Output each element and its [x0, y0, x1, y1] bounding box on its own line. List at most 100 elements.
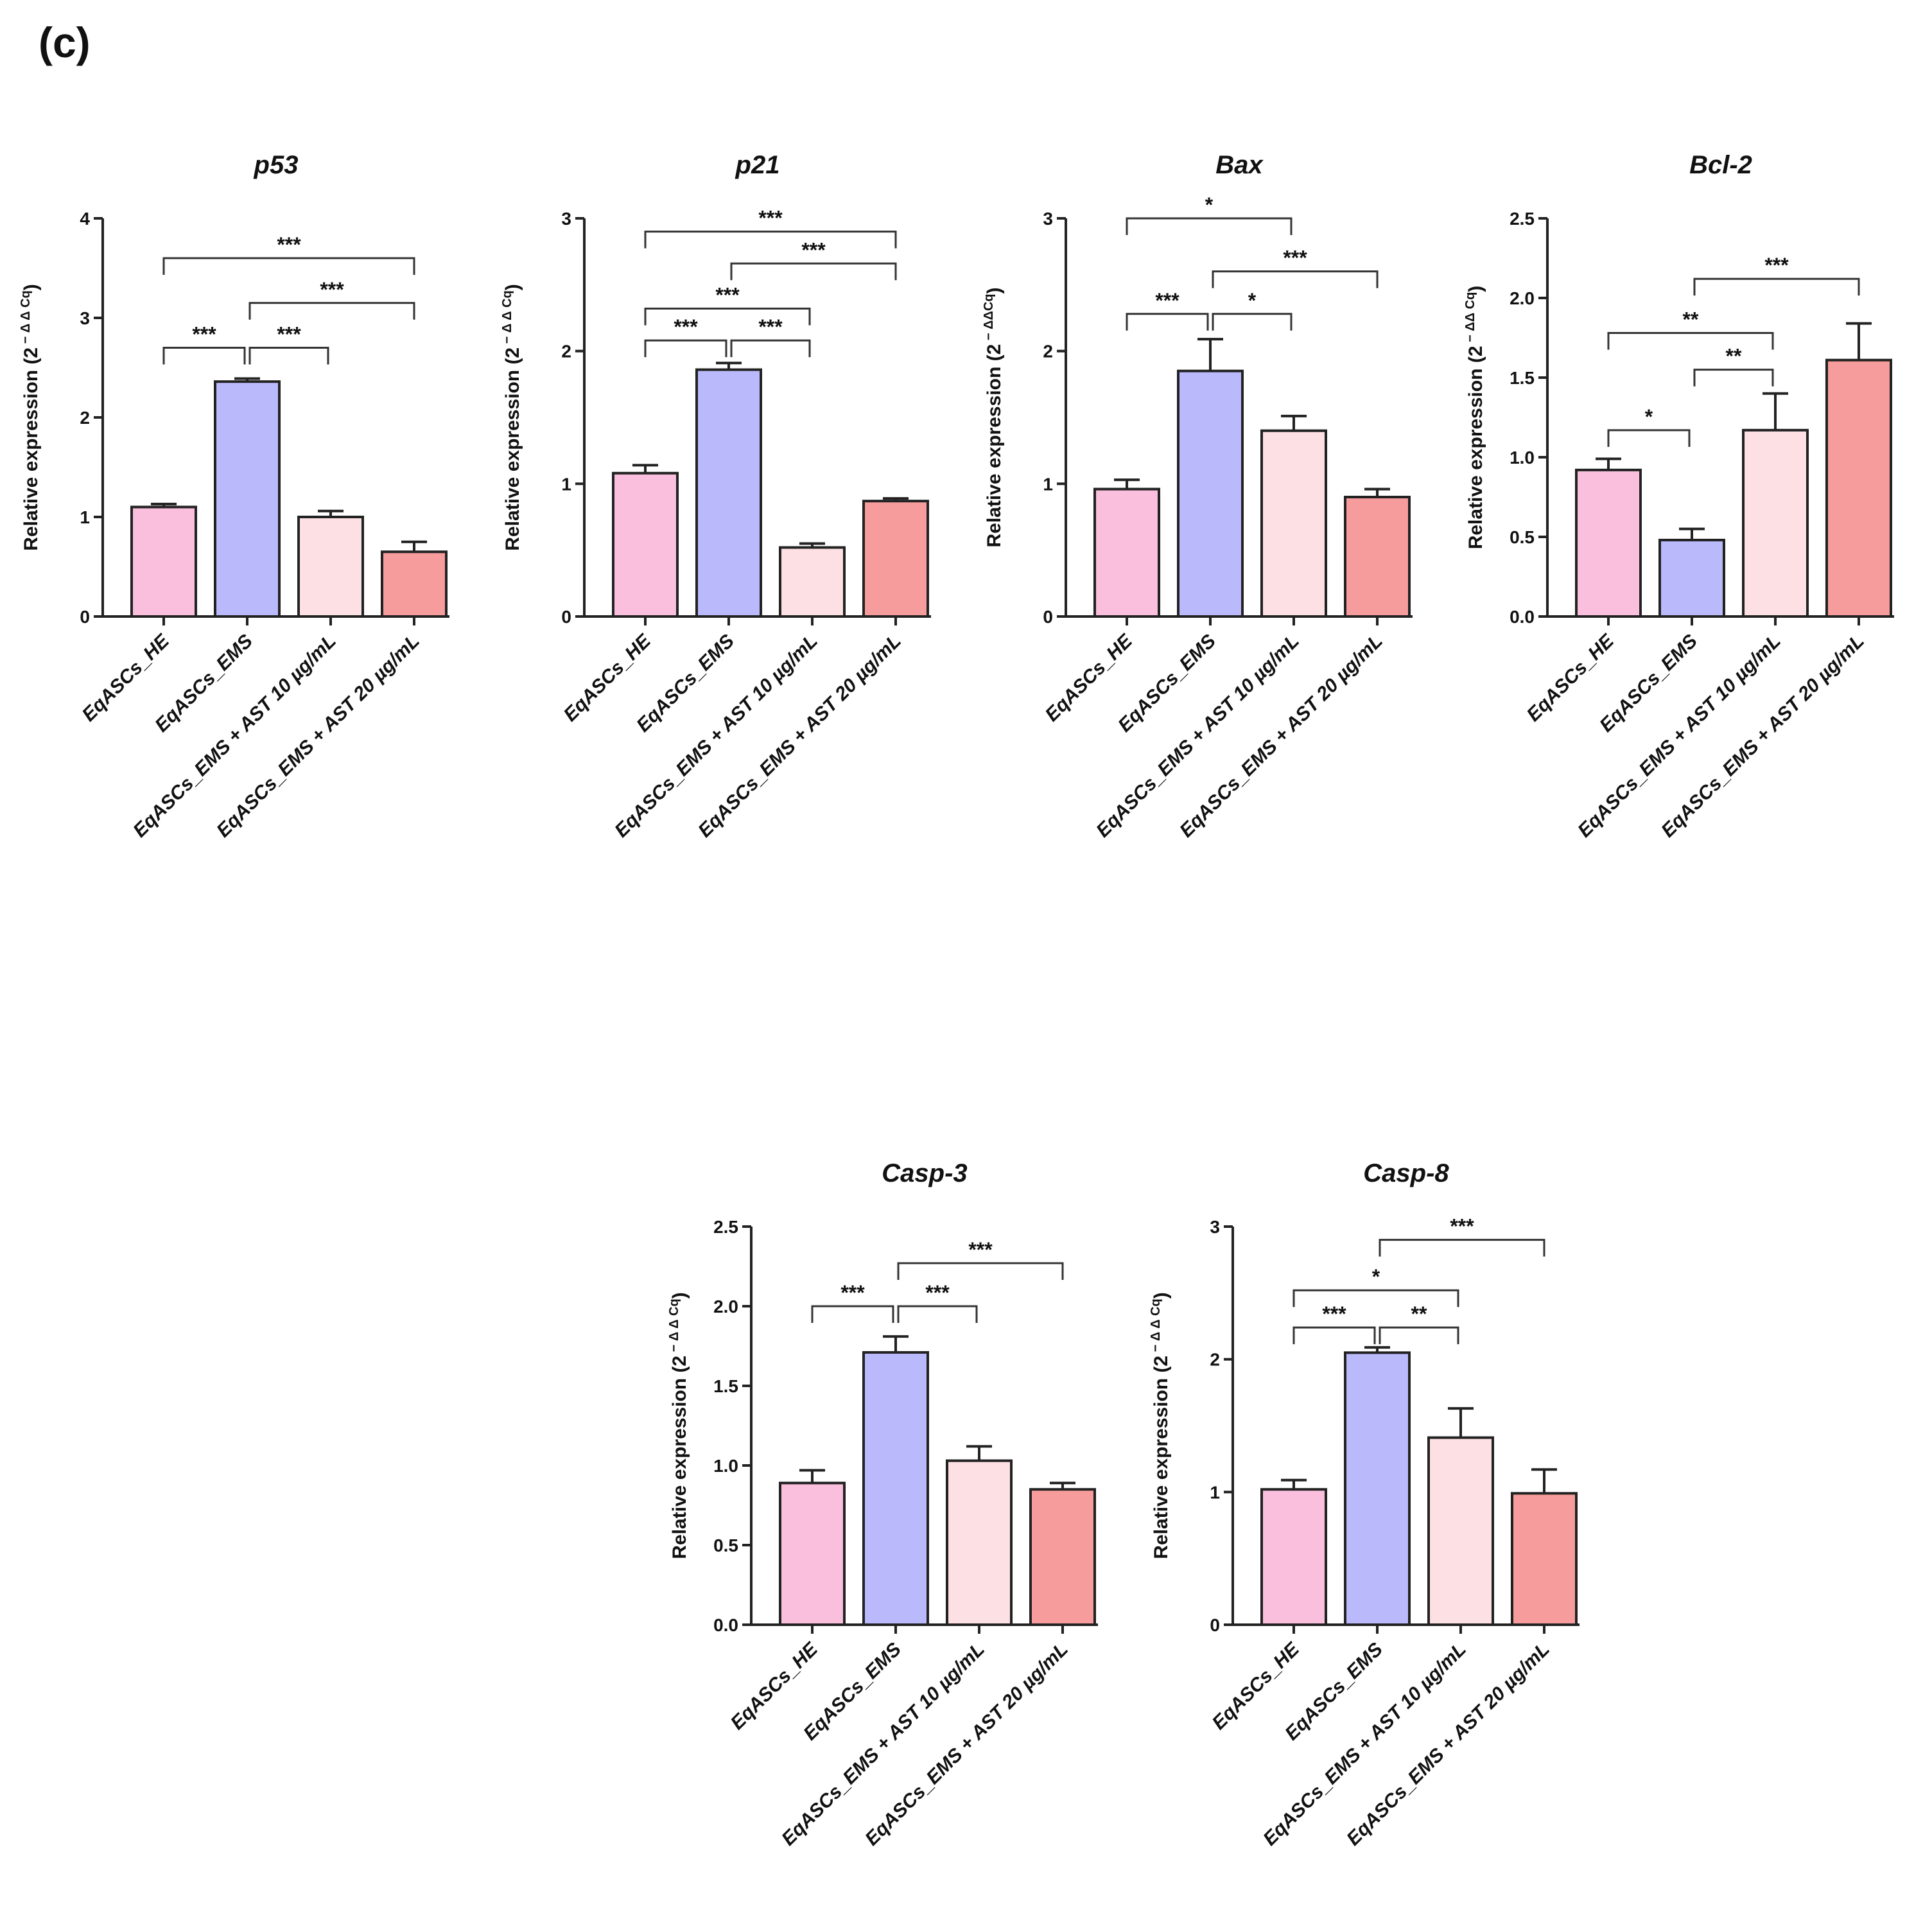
y-tick-label: 1.0 — [713, 1456, 738, 1476]
bar — [779, 546, 846, 618]
significance-label: *** — [1322, 1302, 1346, 1325]
y-tick-label: 0.0 — [1510, 607, 1535, 627]
significance-label: * — [1205, 193, 1214, 216]
significance-label: *** — [758, 207, 783, 230]
bar — [1344, 496, 1411, 618]
x-tick-label: EqASCs_HE — [727, 1638, 822, 1734]
significance-label: *** — [1450, 1215, 1474, 1238]
significance-label: *** — [715, 284, 740, 307]
significance-bracket — [1212, 270, 1379, 288]
chart-bcl-2: Bcl-2 Relative expression (2 − ΔΔ Cq) 0.0 0… — [1463, 151, 1894, 842]
significance-label: *** — [277, 323, 301, 346]
significance-bracket — [1379, 1239, 1545, 1257]
bar — [695, 368, 762, 618]
y-tick-label: 3 — [80, 308, 90, 328]
significance-bracket — [897, 1262, 1064, 1281]
y-tick-label: 0 — [561, 607, 571, 627]
bar — [1093, 487, 1160, 618]
significance-bracket — [730, 262, 897, 281]
chart-p21: p21 Relative expression (2 − Δ Δ Cq) 0 1 2 3 E… — [500, 151, 931, 842]
y-tick-label: 1.5 — [713, 1376, 738, 1396]
y-tick-label: 3 — [1210, 1217, 1220, 1237]
significance-bracket — [644, 339, 727, 358]
significance-bracket — [1292, 1289, 1459, 1307]
bar — [1825, 358, 1892, 618]
significance-label: * — [1645, 405, 1653, 428]
x-tick-label: EqASCs_HE — [1041, 630, 1137, 726]
bar — [1658, 538, 1725, 618]
significance-bracket — [1607, 429, 1691, 447]
y-axis-label: Relative expression (2 − Δ Δ Cq) — [19, 284, 42, 550]
bar — [1742, 428, 1809, 618]
significance-label: *** — [925, 1281, 950, 1304]
significance-bracket — [1693, 369, 1774, 387]
bar — [1575, 468, 1642, 618]
y-tick-label: 3 — [561, 209, 571, 229]
y-axis-label: Relative expression (2 − Δ Δ Cq) — [500, 284, 523, 550]
x-tick-label: EqASCs_HE — [1208, 1638, 1304, 1734]
significance-label: *** — [840, 1281, 865, 1304]
bar — [1260, 429, 1327, 618]
bar — [1511, 1492, 1578, 1627]
significance-label: *** — [277, 233, 301, 256]
chart-title: p53 — [254, 151, 299, 179]
significance-label: ** — [1683, 308, 1699, 331]
significance-bracket — [1607, 332, 1774, 350]
significance-label: *** — [320, 278, 344, 301]
y-tick-label: 1 — [561, 474, 571, 494]
significance-bracket — [1212, 313, 1292, 331]
significance-label: *** — [758, 315, 783, 338]
bar — [1427, 1436, 1494, 1626]
y-tick-label: 4 — [80, 209, 90, 229]
significance-bracket — [644, 231, 897, 249]
significance-label: ** — [1411, 1302, 1427, 1325]
significance-label: ** — [1726, 345, 1742, 368]
significance-label: *** — [968, 1238, 993, 1261]
y-axis-label: Relative expression (2 − ΔΔCq) — [982, 287, 1005, 547]
significance-bracket — [1292, 1326, 1376, 1345]
significance-label: *** — [1283, 247, 1307, 270]
chart-bax: Bax Relative expression (2 − ΔΔCq) 0 1 2 3 EqA… — [982, 151, 1413, 842]
bar — [381, 550, 448, 618]
bar — [130, 505, 197, 618]
bar — [946, 1459, 1013, 1626]
significance-label: * — [1248, 289, 1257, 312]
y-tick-label: 2.5 — [1510, 209, 1535, 229]
chart-title: Casp-3 — [882, 1159, 967, 1187]
y-axis-label: Relative expression (2 − Δ Δ Cq) — [1149, 1292, 1172, 1559]
y-tick-label: 2 — [1210, 1350, 1220, 1370]
significance-bracket — [1379, 1326, 1459, 1345]
bar — [1260, 1488, 1327, 1627]
y-axis-label: Relative expression (2 − Δ Δ Cq) — [667, 1292, 690, 1559]
chart-casp-3: Casp-3 Relative expression (2 − Δ Δ Cq) 0.… — [667, 1159, 1098, 1850]
bar — [1029, 1488, 1096, 1627]
significance-bracket — [248, 302, 415, 320]
significance-bracket — [1126, 313, 1209, 331]
y-tick-label: 2.0 — [1510, 288, 1535, 308]
significance-bracket — [162, 257, 415, 275]
significance-bracket — [248, 347, 329, 365]
y-tick-label: 0 — [1210, 1615, 1220, 1635]
significance-bracket — [730, 339, 811, 358]
x-tick-label: EqASCs_HE — [78, 630, 174, 726]
y-tick-label: 1.5 — [1510, 368, 1535, 388]
y-tick-label: 0 — [80, 607, 90, 627]
bar — [862, 1351, 929, 1626]
x-tick-label: EqASCs_HE — [1523, 630, 1619, 726]
significance-label: *** — [1764, 254, 1789, 277]
y-tick-label: 2.0 — [713, 1297, 738, 1316]
bar — [612, 471, 679, 618]
significance-bracket — [897, 1305, 978, 1323]
significance-bracket — [162, 347, 246, 365]
chart-p53: p53 Relative expression (2 − Δ Δ Cq) 0 1 2 3 4… — [19, 151, 449, 842]
y-tick-label: 2 — [561, 342, 571, 362]
bar — [862, 500, 929, 618]
bar — [1177, 369, 1244, 618]
chart-title: Casp-8 — [1363, 1159, 1449, 1187]
significance-bracket — [1693, 277, 1860, 296]
chart-title: Bcl-2 — [1689, 151, 1752, 179]
significance-label: *** — [192, 323, 216, 346]
y-tick-label: 1 — [1043, 474, 1053, 494]
chart-title: Bax — [1215, 151, 1264, 179]
bar — [214, 380, 281, 618]
